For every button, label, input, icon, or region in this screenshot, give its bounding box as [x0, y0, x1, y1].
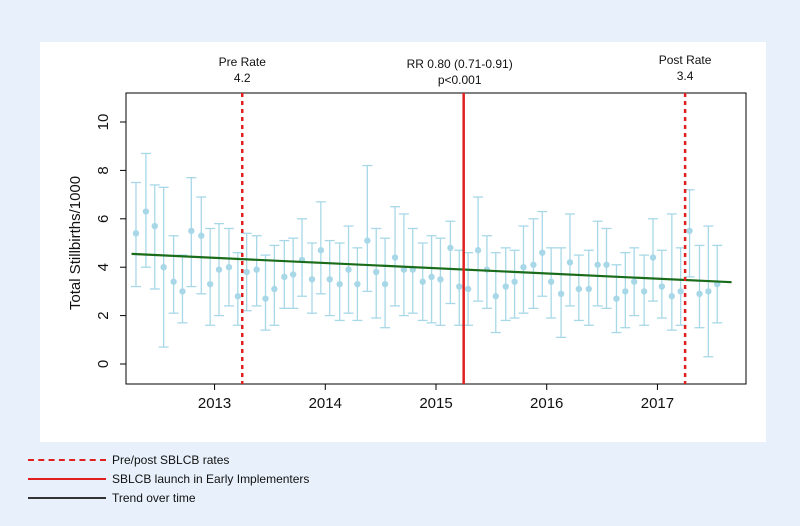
data-point [594, 261, 601, 268]
data-point [456, 283, 463, 290]
legend-item-trend: Trend over time [28, 488, 309, 507]
data-point [630, 278, 638, 285]
y-tick-label: 6 [95, 215, 112, 223]
data-point [271, 285, 278, 293]
data-point [354, 280, 361, 288]
x-tick-label: 2015 [419, 395, 452, 412]
data-point [474, 247, 482, 254]
data-point [345, 266, 352, 273]
x-tick-label: 2017 [641, 395, 674, 412]
data-point [447, 244, 454, 252]
data-point [437, 276, 444, 283]
post-rate-label: Post Rate [659, 53, 712, 67]
data-point [206, 280, 214, 288]
data-point [391, 254, 399, 261]
data-point [132, 230, 140, 237]
data-point [364, 237, 371, 244]
data-point [188, 227, 195, 235]
legend-label-launch: SBLCB launch in Early Implementers [112, 471, 310, 486]
legend-label-trend: Trend over time [112, 490, 196, 505]
data-point [317, 247, 325, 254]
data-point [151, 222, 158, 230]
data-point [511, 278, 518, 285]
data-point [696, 290, 703, 298]
pre-rate-label: Pre Rate [219, 55, 267, 69]
data-point [179, 288, 186, 295]
data-point [381, 280, 389, 288]
data-point [492, 293, 499, 300]
data-point [373, 268, 380, 276]
data-point [575, 285, 583, 293]
data-point [262, 295, 269, 302]
data-point [649, 254, 657, 261]
data-point [225, 264, 233, 271]
legend-item-launch: SBLCB launch in Early Implementers [28, 469, 309, 488]
figure-panel: 0 2 4 6 8 10 Total Stillbirths/1000 2013 2014 201… [40, 42, 766, 442]
data-point [557, 290, 565, 298]
data-point [464, 285, 472, 293]
data-point [547, 278, 555, 285]
legend-swatch-dashed [28, 458, 106, 461]
data-point [658, 283, 666, 290]
data-point [539, 249, 546, 256]
data-point [705, 288, 712, 295]
data-point [234, 293, 242, 300]
legend: Pre/post SBLCB rates SBLCB launch in Ear… [28, 450, 309, 507]
stillbirth-chart: 0 2 4 6 8 10 Total Stillbirths/1000 2013 2014 201… [67, 53, 747, 412]
data-point [308, 276, 316, 283]
data-point [253, 266, 260, 273]
data-point [289, 271, 297, 278]
x-tick-label: 2014 [309, 395, 342, 412]
data-point [530, 261, 537, 268]
y-tick-label: 10 [95, 114, 112, 131]
data-point [668, 293, 676, 300]
x-tick-label: 2013 [198, 395, 231, 412]
legend-swatch-solid-red [28, 477, 106, 480]
data-point [198, 232, 205, 239]
data-point [520, 264, 527, 271]
y-tick-label: 2 [95, 311, 112, 319]
data-point [566, 259, 574, 266]
y-tick-label: 0 [95, 360, 112, 368]
data-point [428, 273, 435, 281]
data-point [160, 264, 167, 271]
legend-item-pre-post: Pre/post SBLCB rates [28, 450, 309, 469]
post-rate-value: 3.4 [677, 69, 694, 83]
y-tick-label: 4 [95, 263, 112, 271]
data-point [400, 266, 408, 273]
pre-rate-value: 4.2 [234, 71, 251, 85]
y-axis-label: Total Stillbirths/1000 [67, 176, 84, 310]
data-point [336, 280, 343, 288]
data-point [622, 288, 629, 295]
data-point [142, 208, 150, 215]
data-point [585, 285, 592, 293]
data-point [640, 288, 648, 295]
data-point [419, 278, 426, 285]
legend-label-pre-post: Pre/post SBLCB rates [112, 452, 230, 467]
data-point [243, 268, 250, 276]
data-point [677, 288, 684, 295]
data-point [502, 283, 509, 290]
x-tick-label: 2016 [530, 395, 563, 412]
y-tick-label: 8 [95, 166, 112, 174]
launch-p-label: p<0.001 [438, 73, 482, 87]
data-point [281, 273, 288, 281]
data-point [326, 276, 333, 283]
data-point [215, 266, 223, 273]
trend-line [131, 252, 732, 284]
launch-rr-label: RR 0.80 (0.71-0.91) [407, 57, 513, 71]
data-point [686, 227, 693, 235]
data-point [170, 278, 177, 285]
data-point [613, 295, 620, 302]
legend-swatch-trend [28, 496, 106, 499]
data-point [603, 261, 610, 268]
